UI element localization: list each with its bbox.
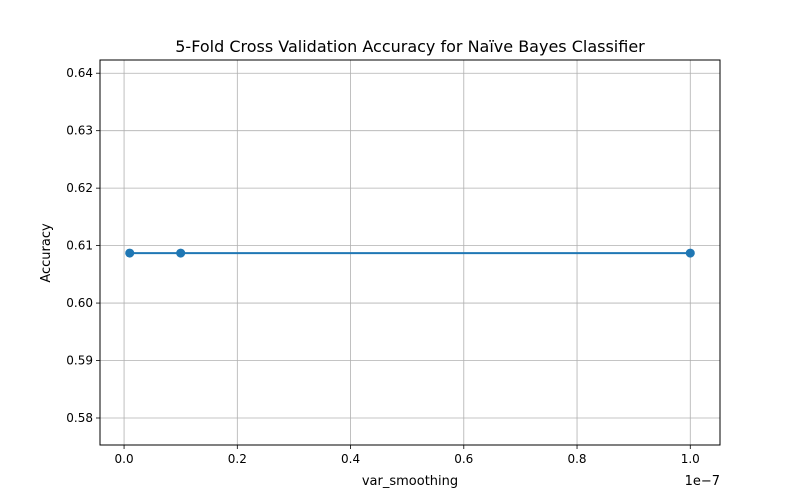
y-tick-label: 0.61: [66, 239, 93, 253]
x-axis-offset-label: 1e−7: [685, 474, 720, 489]
y-axis-ticks: 0.58 0.59 0.60 0.61 0.62 0.63 0.64: [66, 66, 100, 425]
chart-title: 5-Fold Cross Validation Accuracy for Naï…: [175, 37, 645, 56]
x-tick-label: 0.8: [567, 452, 586, 466]
x-tick-label: 0.0: [115, 452, 134, 466]
data-point-marker: [176, 248, 186, 258]
x-tick-label: 0.6: [454, 452, 473, 466]
y-tick-label: 0.60: [66, 296, 93, 310]
x-tick-label: 0.4: [341, 452, 360, 466]
y-axis-label: Accuracy: [39, 223, 54, 283]
series-layer: [125, 248, 695, 258]
y-tick-label: 0.58: [66, 411, 93, 425]
x-tick-label: 1.0: [681, 452, 700, 466]
x-tick-label: 0.2: [228, 452, 247, 466]
x-axis-ticks: 0.0 0.2 0.4 0.6 0.8 1.0: [115, 445, 700, 466]
y-tick-label: 0.59: [66, 354, 93, 368]
y-tick-label: 0.62: [66, 181, 93, 195]
y-tick-label: 0.64: [66, 66, 93, 80]
data-point-marker: [125, 248, 135, 258]
x-axis-label: var_smoothing: [362, 474, 458, 489]
y-tick-label: 0.63: [66, 124, 93, 138]
plot-frame: [99, 59, 721, 446]
data-point-marker: [685, 248, 695, 258]
